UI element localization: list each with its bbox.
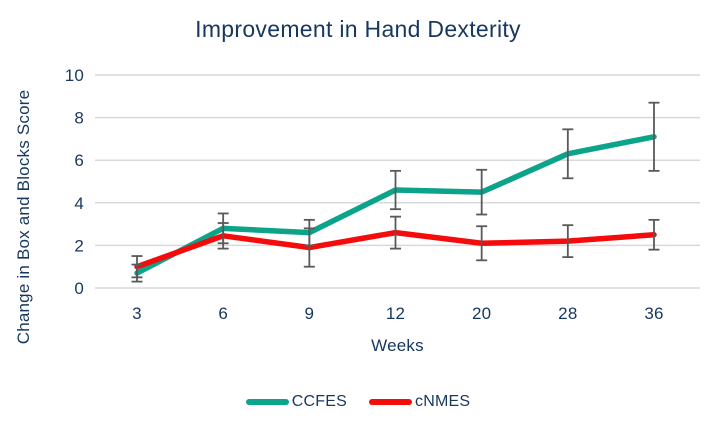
legend-item-cNMES: cNMES xyxy=(369,393,470,411)
x-tick-label: 3 xyxy=(132,304,142,323)
x-tick-label: 28 xyxy=(558,304,577,323)
y-tick-label: 0 xyxy=(74,279,84,298)
x-tick-label: 20 xyxy=(472,304,491,323)
y-tick-label: 8 xyxy=(74,109,84,128)
x-tick-label: 12 xyxy=(386,304,405,323)
legend: CCFES cNMES xyxy=(0,390,716,414)
y-tick-label: 6 xyxy=(74,151,84,170)
x-tick-label: 6 xyxy=(218,304,228,323)
x-axis-title: Weeks xyxy=(371,336,424,355)
legend-label-CCFES: CCFES xyxy=(291,393,347,410)
y-tick-label: 2 xyxy=(74,236,84,255)
x-tick-label: 36 xyxy=(644,304,663,323)
x-tick-label: 9 xyxy=(305,304,315,323)
legend-swatch-CCFES xyxy=(245,399,289,405)
y-tick-label: 10 xyxy=(65,66,84,85)
legend-item-CCFES: CCFES xyxy=(245,393,347,411)
legend-label-cNMES: cNMES xyxy=(415,393,471,410)
legend-swatch-cNMES xyxy=(369,399,412,405)
y-tick-label: 4 xyxy=(74,194,84,213)
chart-title: Improvement in Hand Dexterity xyxy=(195,16,521,42)
